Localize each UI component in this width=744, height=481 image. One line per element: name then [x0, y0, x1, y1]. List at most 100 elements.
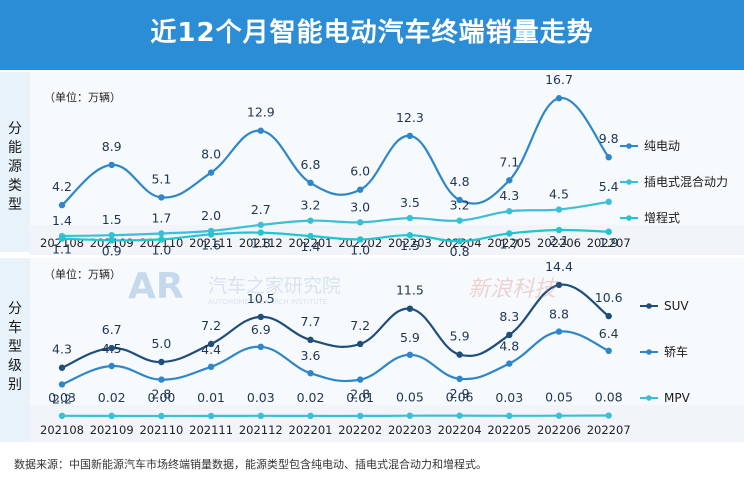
data-point	[158, 412, 165, 420]
data-point	[357, 340, 364, 348]
data-point	[307, 179, 314, 187]
data-point	[456, 375, 463, 382]
data-label: 5.0	[151, 336, 171, 351]
panel-label-band	[0, 72, 30, 252]
data-point	[158, 230, 165, 237]
data-point	[158, 194, 165, 201]
legend-marker	[626, 215, 632, 221]
data-label: 7.1	[499, 154, 519, 169]
data-label: 8.9	[102, 139, 122, 154]
legend-marker	[626, 179, 632, 185]
data-label: 1.6	[201, 237, 221, 252]
data-label: 7.2	[201, 318, 221, 333]
data-point	[207, 412, 215, 420]
data-point	[257, 229, 264, 236]
data-label: 0.03	[247, 390, 275, 405]
data-point	[605, 198, 612, 206]
data-point	[357, 376, 364, 383]
data-point	[108, 362, 115, 370]
data-point	[307, 370, 314, 377]
data-label: 1.9	[599, 235, 619, 250]
data-label: 5.9	[450, 329, 470, 344]
data-point	[456, 412, 463, 419]
data-point	[605, 228, 612, 235]
data-point	[506, 331, 513, 339]
data-label: 4.3	[499, 188, 519, 203]
data-label: 3.2	[301, 198, 321, 213]
data-point	[506, 230, 513, 237]
data-point	[506, 177, 513, 184]
series-line	[61, 200, 609, 238]
legend-label: 增程式	[644, 210, 680, 225]
data-point	[555, 95, 563, 102]
data-point	[58, 412, 66, 420]
data-label: 0.9	[102, 243, 122, 258]
data-label: 6.4	[599, 326, 619, 341]
panel-label-char: 源	[8, 159, 22, 175]
x-tick-label: 202201	[289, 236, 333, 250]
data-label: 2.2	[52, 391, 72, 406]
data-label: 1.1	[52, 242, 72, 257]
data-label: 4.8	[450, 174, 470, 189]
x-tick-label: 202205	[487, 423, 531, 437]
data-label: 4.5	[549, 187, 569, 202]
data-label: 9.8	[599, 131, 619, 146]
x-tick-label: 202203	[388, 236, 432, 250]
panel-label-char: 级	[8, 358, 22, 374]
data-label: 0.03	[495, 390, 523, 405]
data-point	[506, 360, 513, 367]
data-label: 1.0	[151, 242, 171, 257]
panel-label-char: 车	[8, 319, 22, 336]
data-point	[307, 336, 314, 344]
data-point	[555, 328, 563, 335]
data-point	[555, 226, 563, 234]
data-label: 10.6	[595, 290, 623, 305]
x-tick-label: 202108	[40, 423, 84, 437]
data-point	[108, 161, 115, 169]
data-label: 5.1	[151, 171, 171, 186]
data-label: 4.3	[52, 342, 72, 357]
watermark-logo: AR	[128, 266, 184, 307]
data-label: 1.4	[301, 239, 321, 254]
data-label: 7.2	[350, 318, 370, 333]
data-label: 0.03	[48, 390, 76, 405]
panel-label-char: 别	[8, 377, 22, 393]
data-point	[406, 305, 414, 312]
data-point	[207, 363, 215, 370]
data-label: 1.4	[52, 213, 72, 228]
x-tick-label: 202109	[90, 423, 134, 437]
panel-label-char: 能	[8, 140, 22, 156]
data-label: 12.9	[247, 105, 275, 120]
watermark-text: AUTOHOME RESEARCH INSTITUTE	[208, 298, 327, 306]
data-label: 5.9	[400, 330, 420, 345]
x-tick-label: 202206	[537, 423, 581, 437]
data-point	[58, 381, 66, 388]
panel-label-band	[0, 258, 30, 442]
data-point	[257, 343, 264, 350]
data-point	[456, 237, 463, 245]
data-point	[506, 208, 513, 215]
data-label: 1.7	[499, 236, 519, 251]
x-tick-label: 202112	[239, 236, 283, 250]
data-point	[357, 236, 364, 243]
data-point	[357, 219, 364, 226]
data-label: 1.5	[400, 238, 420, 253]
data-point	[257, 127, 264, 134]
legend-label: SUV	[664, 299, 689, 313]
data-point	[307, 232, 314, 240]
panel-label-char: 分	[8, 301, 22, 317]
data-point	[108, 412, 115, 420]
data-point	[158, 376, 165, 383]
data-point	[555, 281, 563, 289]
data-point	[605, 154, 612, 161]
data-label: 4.5	[102, 341, 122, 356]
data-point	[357, 412, 364, 420]
legend-marker	[646, 395, 652, 401]
data-point	[506, 412, 513, 420]
chart-title: 近12个月智能电动汽车终端销量走势	[150, 18, 594, 48]
legend-marker	[626, 143, 632, 149]
data-point	[357, 186, 364, 193]
unit-label: （单位：万辆）	[44, 267, 121, 281]
data-label: 14.4	[545, 259, 573, 274]
